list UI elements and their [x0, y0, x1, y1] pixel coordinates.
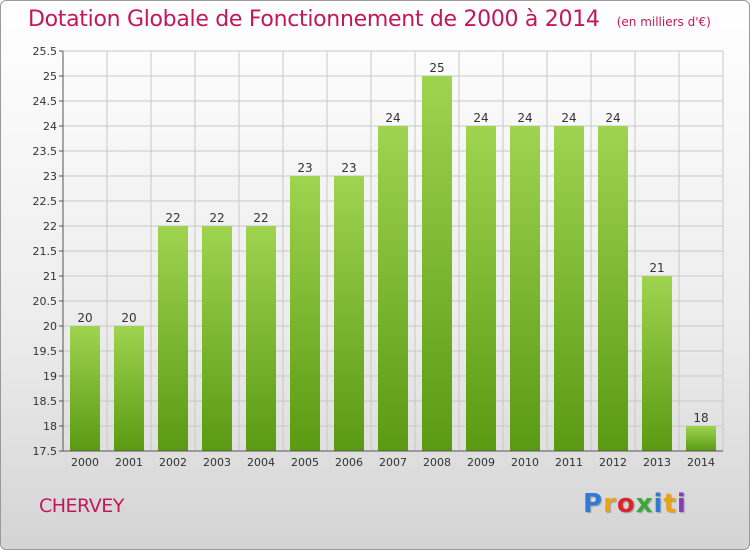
data-label: 24 [385, 111, 400, 125]
data-label: 18 [693, 411, 708, 425]
x-tick-label: 2006 [335, 456, 363, 469]
title-row: Dotation Globale de Fonctionnement de 20… [28, 7, 711, 32]
data-label: 20 [77, 311, 92, 325]
x-tick-label: 2011 [555, 456, 583, 469]
y-tick-label: 20.5 [33, 295, 58, 308]
bar [422, 76, 452, 451]
bar [114, 326, 144, 451]
x-tick-label: 2004 [247, 456, 275, 469]
y-tick-label: 21.5 [33, 245, 58, 258]
data-label: 24 [517, 111, 532, 125]
x-tick-label: 2010 [511, 456, 539, 469]
y-tick-label: 18 [43, 420, 57, 433]
data-label: 25 [429, 61, 444, 75]
x-tick-label: 2000 [71, 456, 99, 469]
y-tick-label: 18.5 [33, 395, 58, 408]
x-tick-label: 2009 [467, 456, 495, 469]
x-tick-label: 2003 [203, 456, 231, 469]
y-tick-label: 19 [43, 370, 57, 383]
y-tick-label: 25.5 [33, 45, 58, 58]
data-label: 24 [561, 111, 576, 125]
y-tick-label: 25 [43, 70, 57, 83]
data-label: 20 [121, 311, 136, 325]
bar [554, 126, 584, 451]
y-tick-label: 22 [43, 220, 57, 233]
data-label: 23 [341, 161, 356, 175]
bar [466, 126, 496, 451]
data-label: 21 [649, 261, 664, 275]
y-tick-label: 19.5 [33, 345, 58, 358]
axes [59, 50, 723, 452]
x-tick-label: 2012 [599, 456, 627, 469]
proxiti-logo: Proxiti [583, 489, 687, 519]
data-label: 22 [165, 211, 180, 225]
x-tick-label: 2014 [687, 456, 715, 469]
bar [334, 176, 364, 451]
y-tick-label: 20 [43, 320, 57, 333]
bar [290, 176, 320, 451]
bar [70, 326, 100, 451]
y-tick-label: 22.5 [33, 195, 58, 208]
y-tick-label: 24 [43, 120, 57, 133]
chart-subtitle: (en milliers d'€) [616, 15, 711, 29]
data-label: 22 [253, 211, 268, 225]
bar [510, 126, 540, 451]
bar [642, 276, 672, 451]
data-label: 24 [605, 111, 620, 125]
bar [378, 126, 408, 451]
x-tick-label: 2007 [379, 456, 407, 469]
commune-name: CHERVEY [39, 495, 124, 517]
y-tick-label: 24.5 [33, 95, 58, 108]
y-tick-label: 21 [43, 270, 57, 283]
x-tick-label: 2002 [159, 456, 187, 469]
data-label: 23 [297, 161, 312, 175]
x-tick-label: 2008 [423, 456, 451, 469]
y-tick-label: 23 [43, 170, 57, 183]
x-tick-label: 2013 [643, 456, 671, 469]
bar [202, 226, 232, 451]
bar [598, 126, 628, 451]
chart-title: Dotation Globale de Fonctionnement de 20… [28, 7, 600, 32]
x-tick-label: 2005 [291, 456, 319, 469]
x-tick-label: 2001 [115, 456, 143, 469]
y-tick-label: 23.5 [33, 145, 58, 158]
data-label: 24 [473, 111, 488, 125]
y-tick-label: 17.5 [33, 445, 58, 458]
data-label: 22 [209, 211, 224, 225]
bars [70, 76, 716, 451]
bar [686, 426, 716, 451]
bar [158, 226, 188, 451]
bar [246, 226, 276, 451]
labels: 17.5 18 18.5 19 19.5 20 20.5 21 21.5 22 22.5 23 23.5… [33, 45, 716, 469]
